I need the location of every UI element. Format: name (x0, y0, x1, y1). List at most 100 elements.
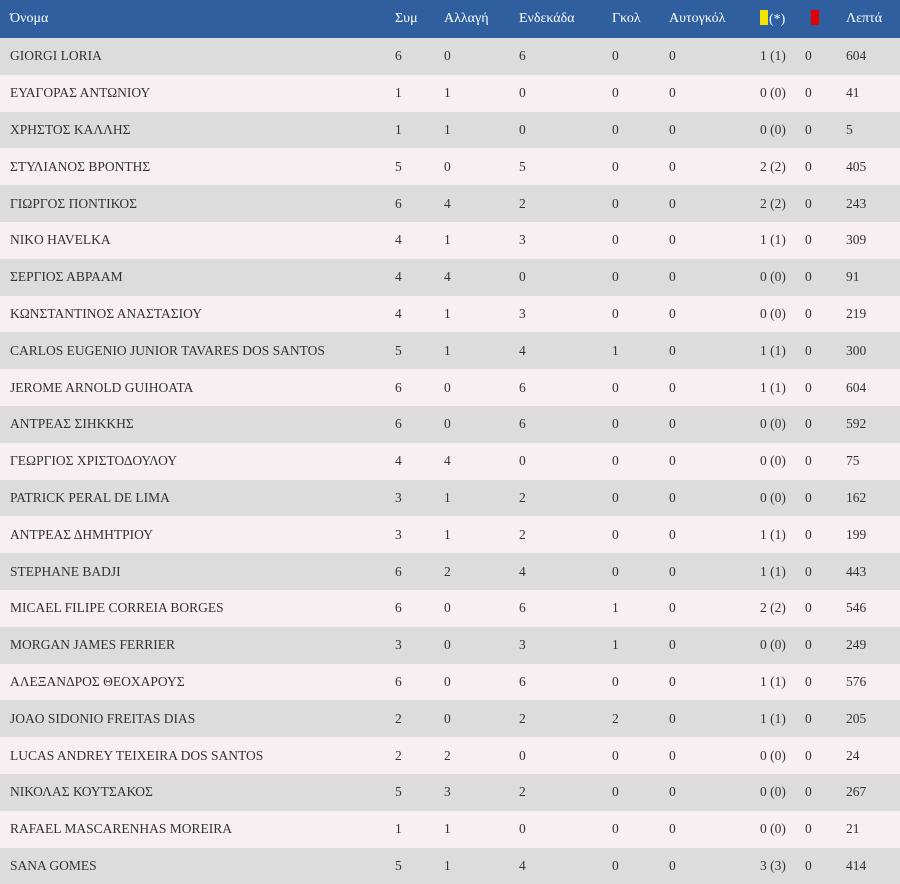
cell-own-goals: 0 (669, 857, 676, 873)
cell-player-name[interactable]: STEPHANE BADJI (10, 563, 121, 579)
cell-player-name[interactable]: ΕΥΑΓΟΡΑΣ ΑΝΤΩΝΙΟΥ (10, 85, 151, 101)
cell-goals: 0 (612, 121, 619, 137)
cell-player-name[interactable]: LUCAS ANDREY TEIXEIRA DOS SANTOS (10, 747, 264, 763)
cell-player-name[interactable]: GIORGI LORIA (10, 48, 102, 64)
cell-yellow-cards: 1 (1) (760, 563, 786, 579)
cell-red-cards: 0 (805, 784, 812, 800)
table-row[interactable]: LUCAS ANDREY TEIXEIRA DOS SANTOS 2 2 0 0 0 0 (… (0, 737, 900, 774)
table-row[interactable]: MICAEL FILIPE CORREIA BORGES 6 0 6 1 0 2 (2) 0 5… (0, 589, 900, 627)
cell-player-name[interactable]: MORGAN JAMES FERRIER (10, 637, 176, 653)
table-row[interactable]: GIORGI LORIA 6 0 6 0 0 1 (1) 0 604 (0, 38, 900, 75)
cell-own-goals: 0 (669, 195, 676, 211)
table-row[interactable]: ΓΙΩΡΓΟΣ ΠΟΝΤΙΚΟΣ 6 4 2 0 0 2 (2) 0 243 (0, 185, 900, 222)
cell-substitute-apps: 2 (444, 563, 451, 579)
cell-player-name[interactable]: SANA GOMES (10, 857, 97, 873)
cell-yellow-cards: 0 (0) (760, 453, 786, 469)
cell-goals: 0 (612, 85, 619, 101)
header-goals[interactable]: Γκολ (612, 11, 641, 26)
table-row[interactable]: ΣΤΥΛΙΑΝΟΣ ΒΡΟΝΤΗΣ 5 0 5 0 0 2 (2) 0 405 (0, 148, 900, 186)
cell-player-name[interactable]: ΣΤΥΛΙΑΝΟΣ ΒΡΟΝΤΗΣ (10, 158, 151, 174)
table-row[interactable]: SANA GOMES 5 1 4 0 0 3 (3) 0 414 (0, 847, 900, 884)
header-yellow-suffix: (*) (769, 12, 786, 27)
cell-player-name[interactable]: ΓΙΩΡΓΟΣ ΠΟΝΤΙΚΟΣ (10, 195, 138, 211)
cell-yellow-cards: 1 (1) (760, 48, 786, 64)
cell-red-cards: 0 (805, 673, 812, 689)
header-red-cards[interactable] (803, 0, 836, 38)
yellow-card-icon (760, 10, 768, 25)
cell-player-name[interactable]: NIKO HAVELKA (10, 232, 111, 248)
cell-appearances: 6 (395, 563, 402, 579)
cell-yellow-cards: 0 (0) (760, 85, 786, 101)
cell-player-name[interactable]: ΚΩΝΣΤΑΝΤΙΝΟΣ ΑΝΑΣΤΑΣΙΟΥ (10, 305, 202, 321)
cell-player-name[interactable]: ΑΝΤΡΕΑΣ ΔΗΜΗΤΡΙΟΥ (10, 526, 153, 542)
table-row[interactable]: ΑΝΤΡΕΑΣ ΔΗΜΗΤΡΙΟΥ 3 1 2 0 0 1 (1) 0 199 (0, 516, 900, 554)
cell-goals: 0 (612, 305, 619, 321)
cell-substitute-apps: 4 (444, 195, 451, 211)
cell-own-goals: 0 (669, 747, 676, 763)
cell-player-name[interactable]: JEROME ARNOLD GUIHOATA (10, 379, 194, 395)
cell-minutes: 219 (846, 305, 867, 321)
cell-player-name[interactable]: ΧΡΗΣΤΟΣ ΚΑΛΛΗΣ (10, 121, 131, 137)
cell-own-goals: 0 (669, 342, 676, 358)
table-row[interactable]: JEROME ARNOLD GUIHOATA 6 0 6 0 0 1 (1) 0 604 (0, 369, 900, 406)
table-row[interactable]: ΚΩΝΣΤΑΝΤΙΝΟΣ ΑΝΑΣΤΑΣΙΟΥ 4 1 3 0 0 0 (0) 0 219 (0, 295, 900, 333)
table-row[interactable]: ΧΡΗΣΤΟΣ ΚΑΛΛΗΣ 1 1 0 0 0 0 (0) 0 5 (0, 111, 900, 149)
table-row[interactable]: NIKO HAVELKA 4 1 3 0 0 1 (1) 0 309 (0, 221, 900, 259)
table-row[interactable]: PATRICK PERAL DE LIMA 3 1 2 0 0 0 (0) 0 162 (0, 479, 900, 517)
table-row[interactable]: ΑΝΤΡΕΑΣ ΣΙΗΚΚΗΣ 6 0 6 0 0 0 (0) 0 592 (0, 405, 900, 443)
header-minutes[interactable]: Λεπτά (846, 11, 883, 26)
cell-player-name[interactable]: JOAO SIDONIO FREITAS DIAS (10, 710, 196, 726)
cell-player-name[interactable]: ΓΕΩΡΓΙΟΣ ΧΡΙΣΤΟΔΟΥΛΟΥ (10, 453, 178, 469)
header-name[interactable]: Όνομα (10, 11, 49, 26)
table-row[interactable]: ΓΕΩΡΓΙΟΣ ΧΡΙΣΤΟΔΟΥΛΟΥ 4 4 0 0 0 0 (0) 0 75 (0, 442, 900, 480)
cell-starting-apps: 6 (519, 600, 526, 616)
table-row[interactable]: ΝΙΚΟΛΑΣ ΚΟΥΤΣΑΚΟΣ 5 3 2 0 0 0 (0) 0 267 (0, 773, 900, 811)
cell-substitute-apps: 0 (444, 158, 451, 174)
cell-starting-apps: 2 (519, 526, 526, 542)
cell-minutes: 546 (846, 600, 867, 616)
cell-goals: 0 (612, 673, 619, 689)
cell-red-cards: 0 (805, 821, 812, 837)
cell-minutes: 243 (846, 195, 867, 211)
cell-substitute-apps: 1 (444, 857, 451, 873)
table-row[interactable]: JOAO SIDONIO FREITAS DIAS 2 0 2 2 0 1 (1) 0 205 (0, 700, 900, 738)
header-substitute[interactable]: Αλλαγή (444, 11, 489, 26)
header-appearances[interactable]: Συμ (395, 11, 418, 26)
cell-yellow-cards: 1 (1) (760, 673, 786, 689)
table-row[interactable]: STEPHANE BADJI 6 2 4 0 0 1 (1) 0 443 (0, 553, 900, 590)
header-yellow-cards[interactable]: (*) (750, 0, 803, 38)
header-starting[interactable]: Ενδεκάδα (519, 11, 575, 26)
cell-starting-apps: 5 (519, 158, 526, 174)
cell-appearances: 2 (395, 747, 402, 763)
table-row[interactable]: MORGAN JAMES FERRIER 3 0 3 1 0 0 (0) 0 249 (0, 626, 900, 664)
cell-player-name[interactable]: ΑΛΕΞΑΝΔΡΟΣ ΘΕΟΧΑΡΟΥΣ (10, 673, 185, 689)
table-row[interactable]: ΕΥΑΓΟΡΑΣ ΑΝΤΩΝΙΟΥ 1 1 0 0 0 0 (0) 0 41 (0, 74, 900, 112)
cell-starting-apps: 6 (519, 48, 526, 64)
cell-player-name[interactable]: ΑΝΤΡΕΑΣ ΣΙΗΚΚΗΣ (10, 416, 134, 432)
cell-red-cards: 0 (805, 489, 812, 505)
cell-yellow-cards: 0 (0) (760, 637, 786, 653)
table-row[interactable]: ΑΛΕΞΑΝΔΡΟΣ ΘΕΟΧΑΡΟΥΣ 6 0 6 0 0 1 (1) 0 576 (0, 663, 900, 701)
cell-minutes: 5 (846, 121, 853, 137)
cell-appearances: 5 (395, 784, 402, 800)
cell-goals: 0 (612, 526, 619, 542)
cell-red-cards: 0 (805, 857, 812, 873)
cell-player-name[interactable]: CARLOS EUGENIO JUNIOR TAVARES DOS SANTOS (10, 342, 325, 358)
cell-player-name[interactable]: ΝΙΚΟΛΑΣ ΚΟΥΤΣΑΚΟΣ (10, 784, 153, 800)
cell-yellow-cards: 1 (1) (760, 379, 786, 395)
cell-own-goals: 0 (669, 85, 676, 101)
cell-player-name[interactable]: RAFAEL MASCARENHAS MOREIRA (10, 821, 233, 837)
cell-own-goals: 0 (669, 673, 676, 689)
table-row[interactable]: RAFAEL MASCARENHAS MOREIRA 1 1 0 0 0 0 (0) 0 21 (0, 810, 900, 848)
cell-player-name[interactable]: MICAEL FILIPE CORREIA BORGES (10, 600, 224, 616)
table-row[interactable]: CARLOS EUGENIO JUNIOR TAVARES DOS SANTOS… (0, 332, 900, 370)
cell-substitute-apps: 1 (444, 121, 451, 137)
cell-yellow-cards: 0 (0) (760, 489, 786, 505)
cell-player-name[interactable]: PATRICK PERAL DE LIMA (10, 489, 170, 505)
table-row[interactable]: ΣΕΡΓΙΟΣ ΑΒΡΑΑΜ 4 4 0 0 0 0 (0) 0 91 (0, 258, 900, 296)
cell-red-cards: 0 (805, 85, 812, 101)
cell-substitute-apps: 0 (444, 637, 451, 653)
header-own-goals[interactable]: Αυτογκόλ (669, 11, 726, 26)
cell-player-name[interactable]: ΣΕΡΓΙΟΣ ΑΒΡΑΑΜ (10, 269, 123, 285)
cell-own-goals: 0 (669, 232, 676, 248)
